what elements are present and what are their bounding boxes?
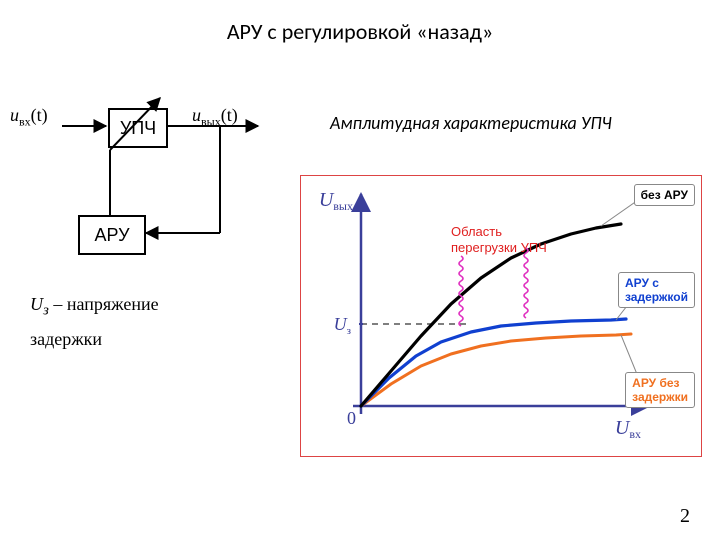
callout-no-agc: без АРУ [634,184,695,206]
amplitude-chart: 0UвыхUвхUзОбластьперегрузки УПЧ без АРУ … [300,175,702,457]
svg-text:перегрузки УПЧ: перегрузки УПЧ [451,240,547,255]
callout-no-delay: АРУ беззадержки [625,372,695,408]
callout-delayed: АРУ сзадержкой [618,272,695,308]
svg-text:Uз: Uз [334,314,351,337]
svg-text:Область: Область [451,224,502,239]
page-number: 2 [680,505,690,528]
block-diagram-wires [0,0,300,280]
svg-text:Uвых: Uвых [319,189,353,213]
chart-subtitle: Амплитудная характеристика УПЧ [330,112,612,134]
svg-text:Uвх: Uвх [615,417,641,441]
u3-note: Uз – напряжениезадержки [30,290,250,353]
svg-text:0: 0 [347,408,356,428]
